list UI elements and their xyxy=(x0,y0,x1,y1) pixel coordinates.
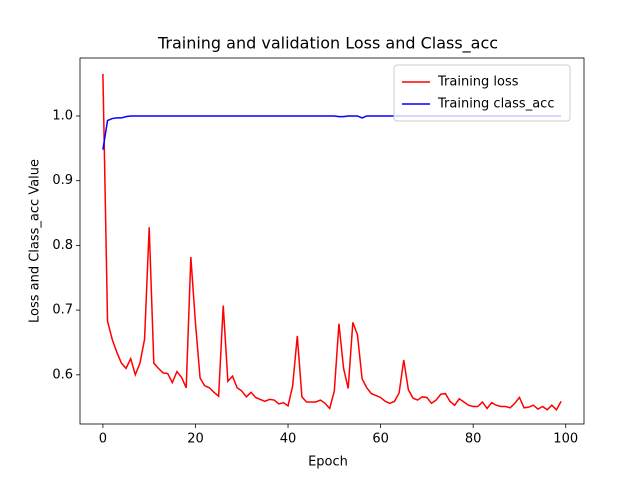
plot-frame xyxy=(79,57,585,425)
line-series xyxy=(102,73,562,411)
legend-label: Training loss xyxy=(437,75,519,90)
chart-title: Training and validation Loss and Class_a… xyxy=(157,34,498,54)
y-axis-label: Loss and Class_acc Value xyxy=(28,159,43,323)
x-tick-label: 20 xyxy=(187,432,204,447)
x-tick-label: 40 xyxy=(280,432,297,447)
x-tick-label: 0 xyxy=(99,432,107,447)
legend-label: Training class_acc xyxy=(437,97,554,112)
x-tick-label: 100 xyxy=(553,432,578,447)
y-tick-label: 1.0 xyxy=(52,108,73,123)
x-tick-label: 80 xyxy=(465,432,482,447)
x-axis-label: Epoch xyxy=(308,455,348,470)
legend-box xyxy=(393,64,571,122)
y-tick-label: 0.7 xyxy=(52,303,73,318)
y-tick-label: 0.9 xyxy=(52,173,73,188)
y-tick-label: 0.8 xyxy=(52,238,73,253)
x-tick-label: 60 xyxy=(372,432,389,447)
y-tick-label: 0.6 xyxy=(52,367,73,382)
